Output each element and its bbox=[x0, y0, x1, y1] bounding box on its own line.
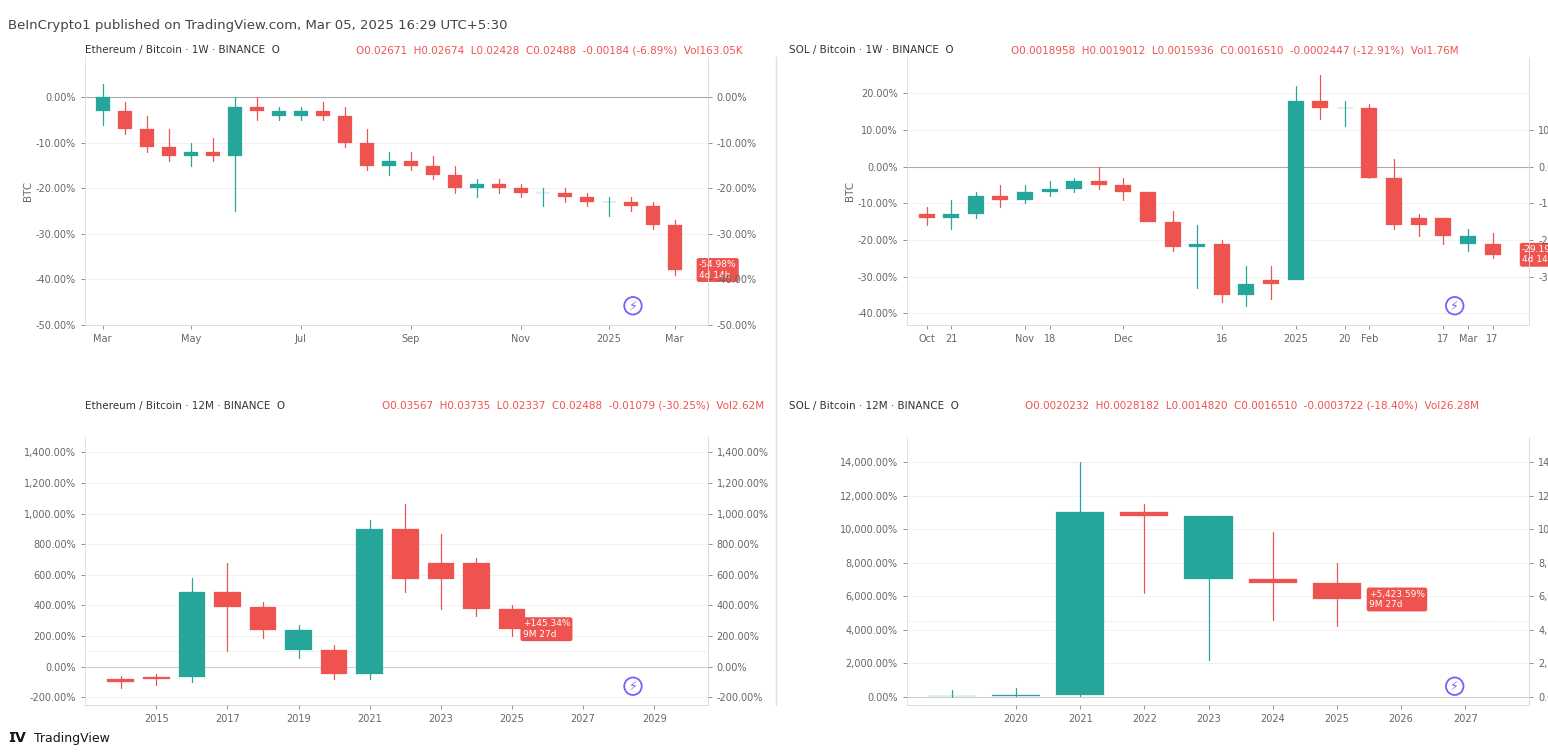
Text: -54.98%
4d 14h: -54.98% 4d 14h bbox=[698, 260, 737, 280]
Bar bbox=[96, 97, 110, 111]
Text: 𝗜𝗩: 𝗜𝗩 bbox=[8, 731, 26, 745]
Bar bbox=[118, 111, 132, 129]
Bar bbox=[557, 193, 571, 198]
Bar bbox=[447, 175, 461, 188]
Bar bbox=[1116, 185, 1132, 192]
Bar bbox=[667, 225, 681, 270]
Text: SOL / Bitcoin · 1W · BINANCE  O: SOL / Bitcoin · 1W · BINANCE O bbox=[789, 45, 954, 55]
Bar bbox=[463, 562, 489, 608]
Text: ⚡: ⚡ bbox=[1450, 680, 1460, 693]
Bar bbox=[356, 529, 382, 674]
Bar bbox=[992, 196, 1008, 200]
Bar bbox=[1214, 244, 1229, 295]
Bar bbox=[359, 143, 375, 166]
Text: TradingView: TradingView bbox=[34, 732, 110, 745]
Bar bbox=[646, 207, 659, 225]
Bar bbox=[161, 147, 176, 157]
Bar bbox=[1067, 182, 1082, 188]
Bar bbox=[943, 214, 960, 218]
Bar bbox=[1410, 218, 1427, 225]
Bar bbox=[228, 106, 241, 157]
Bar bbox=[404, 161, 418, 166]
Bar bbox=[1189, 244, 1206, 247]
Bar bbox=[579, 198, 594, 202]
Bar bbox=[271, 111, 286, 115]
Bar bbox=[968, 196, 985, 214]
Bar bbox=[392, 529, 418, 579]
Text: +5,423.59%
9M 27d: +5,423.59% 9M 27d bbox=[1368, 590, 1426, 609]
Bar bbox=[142, 677, 170, 679]
Bar bbox=[1249, 579, 1297, 583]
Bar bbox=[514, 188, 528, 193]
Text: Ethereum / Bitcoin · 12M · BINANCE  O: Ethereum / Bitcoin · 12M · BINANCE O bbox=[85, 401, 285, 411]
Text: +145.34%
9M 27d: +145.34% 9M 27d bbox=[523, 620, 570, 639]
Bar bbox=[178, 592, 206, 677]
Bar bbox=[1485, 244, 1500, 255]
Bar bbox=[381, 161, 396, 166]
Bar bbox=[1121, 513, 1169, 516]
Bar bbox=[1139, 192, 1156, 222]
Text: ⚡: ⚡ bbox=[628, 680, 638, 693]
Bar bbox=[184, 152, 198, 157]
Bar bbox=[1238, 284, 1254, 295]
Bar bbox=[1017, 192, 1033, 200]
Text: ⚡: ⚡ bbox=[1450, 299, 1460, 312]
Bar bbox=[498, 608, 525, 629]
Text: ⚡: ⚡ bbox=[628, 299, 638, 312]
Bar bbox=[918, 214, 935, 218]
Text: SOL / Bitcoin · 12M · BINANCE  O: SOL / Bitcoin · 12M · BINANCE O bbox=[789, 401, 960, 411]
Bar bbox=[139, 129, 153, 147]
Text: -29.19%
4d 14h: -29.19% 4d 14h bbox=[1522, 245, 1548, 265]
Bar bbox=[316, 111, 330, 115]
Bar bbox=[249, 607, 277, 630]
Bar bbox=[1313, 100, 1328, 108]
Bar bbox=[249, 106, 263, 111]
Bar bbox=[1460, 237, 1475, 244]
Bar bbox=[469, 184, 485, 188]
Bar bbox=[206, 152, 220, 157]
Bar bbox=[1056, 513, 1104, 695]
Y-axis label: BTC: BTC bbox=[23, 180, 33, 201]
Bar bbox=[285, 630, 311, 650]
Bar bbox=[337, 115, 351, 143]
Bar bbox=[426, 166, 440, 175]
Bar bbox=[294, 111, 308, 115]
Bar bbox=[1313, 583, 1361, 599]
Text: O0.0018958  H0.0019012  L0.0015936  C0.0016510  -0.0002447 (-12.91%)  Vol1.76M: O0.0018958 H0.0019012 L0.0015936 C0.0016… bbox=[1011, 45, 1458, 55]
Bar bbox=[624, 202, 638, 207]
Bar bbox=[1362, 108, 1378, 178]
Bar bbox=[1288, 100, 1303, 280]
Bar bbox=[1091, 182, 1107, 185]
Bar bbox=[1263, 280, 1279, 284]
Bar bbox=[107, 679, 135, 682]
Text: BeInCrypto1 published on TradingView.com, Mar 05, 2025 16:29 UTC+5:30: BeInCrypto1 published on TradingView.com… bbox=[8, 19, 508, 32]
Text: O0.03567  H0.03735  L0.02337  C0.02488  -0.01079 (-30.25%)  Vol2.62M: O0.03567 H0.03735 L0.02337 C0.02488 -0.0… bbox=[382, 401, 765, 411]
Bar bbox=[1385, 178, 1402, 225]
Text: O0.0020232  H0.0028182  L0.0014820  C0.0016510  -0.0003722 (-18.40%)  Vol26.28M: O0.0020232 H0.0028182 L0.0014820 C0.0016… bbox=[1025, 401, 1478, 411]
Bar bbox=[1164, 222, 1181, 247]
Bar bbox=[427, 562, 454, 579]
Y-axis label: BTC: BTC bbox=[845, 180, 854, 201]
Bar bbox=[1042, 188, 1057, 192]
Bar bbox=[492, 184, 506, 188]
Text: O0.02671  H0.02674  L0.02428  C0.02488  -0.00184 (-6.89%)  Vol163.05K: O0.02671 H0.02674 L0.02428 C0.02488 -0.0… bbox=[356, 45, 743, 55]
Text: Ethereum / Bitcoin · 1W · BINANCE  O: Ethereum / Bitcoin · 1W · BINANCE O bbox=[85, 45, 280, 55]
Bar bbox=[320, 650, 347, 674]
Bar bbox=[1435, 218, 1452, 237]
Bar bbox=[1184, 516, 1232, 579]
Bar bbox=[214, 592, 241, 607]
